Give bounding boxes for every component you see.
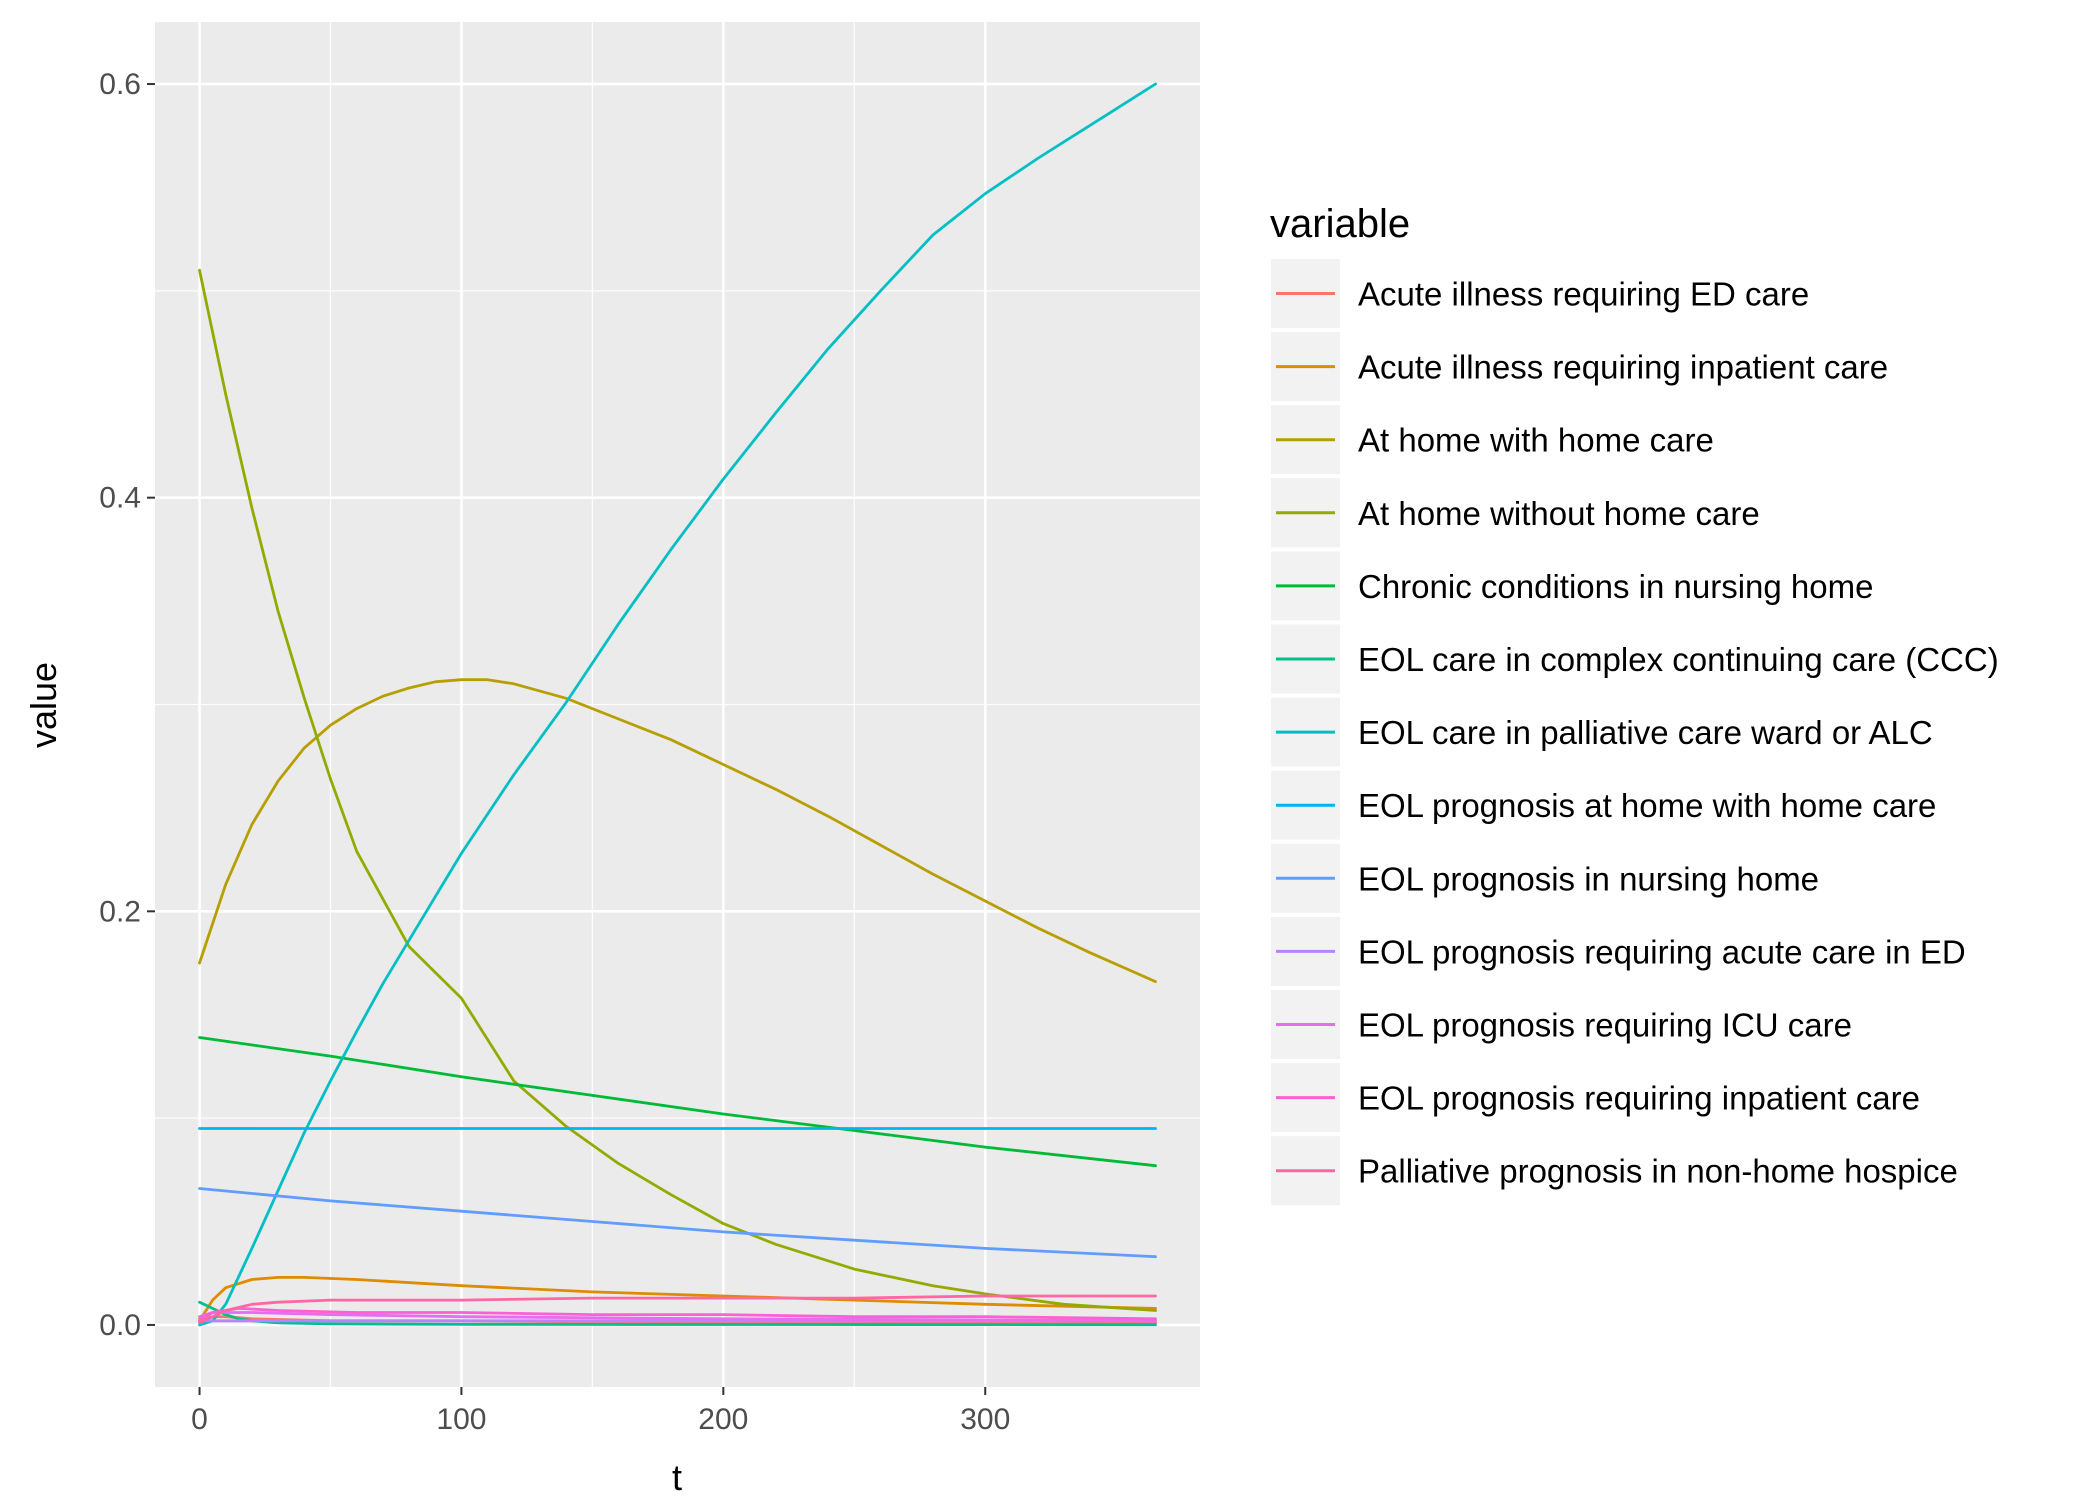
y-axis-title: value — [23, 662, 64, 748]
legend: variable Acute illness requiring ED care… — [1270, 202, 1999, 1206]
legend-item: Palliative prognosis in non-home hospice — [1271, 1136, 1958, 1206]
legend-label: EOL prognosis in nursing home — [1358, 860, 1819, 897]
legend-label: EOL care in complex continuing care (CCC… — [1358, 641, 1999, 678]
x-axis: 0 100 200 300 — [191, 1387, 1010, 1436]
legend-label: Palliative prognosis in non-home hospice — [1358, 1153, 1958, 1190]
legend-label: EOL prognosis requiring ICU care — [1358, 1007, 1852, 1044]
series-line — [198, 1036, 1157, 1168]
x-tick-label: 0 — [191, 1403, 208, 1436]
y-tick-label: 0.4 — [99, 482, 141, 515]
legend-item: Acute illness requiring ED care — [1271, 259, 1809, 328]
legend-item: EOL care in palliative care ward or ALC — [1271, 697, 1933, 767]
y-tick-label: 0.6 — [99, 68, 141, 101]
legend-item: EOL prognosis in nursing home — [1271, 843, 1819, 913]
legend-label: EOL care in palliative care ward or ALC — [1358, 714, 1933, 751]
legend-items: Acute illness requiring ED care Acute ill… — [1271, 259, 1999, 1206]
legend-item: Chronic conditions in nursing home — [1271, 551, 1873, 621]
plot-lines — [198, 82, 1157, 1327]
legend-item: EOL prognosis requiring ICU care — [1271, 990, 1852, 1059]
series-line — [198, 1294, 1157, 1325]
legend-label: Acute illness requiring inpatient care — [1358, 349, 1888, 386]
minor-gridlines — [155, 22, 1200, 1387]
legend-item: Acute illness requiring inpatient care — [1271, 332, 1888, 402]
legend-label: EOL prognosis requiring inpatient care — [1358, 1080, 1920, 1117]
y-tick-label: 0.2 — [99, 895, 141, 928]
series-line — [198, 678, 1157, 983]
legend-label: At home without home care — [1358, 495, 1760, 532]
series-line — [198, 82, 1157, 1327]
legend-item: EOL prognosis at home with home care — [1271, 770, 1936, 840]
legend-item: At home without home care — [1271, 478, 1760, 548]
series-line — [198, 1187, 1157, 1259]
legend-title: variable — [1270, 202, 1410, 246]
x-tick-label: 300 — [960, 1403, 1010, 1436]
series-line — [198, 1276, 1157, 1323]
legend-item: EOL prognosis requiring acute care in ED — [1271, 916, 1966, 986]
legend-item: At home with home care — [1271, 405, 1714, 475]
legend-label: EOL prognosis at home with home care — [1358, 787, 1936, 824]
y-axis: 0.0 0.2 0.4 0.6 — [99, 68, 155, 1342]
x-axis-title: t — [672, 1457, 682, 1498]
x-tick-label: 100 — [436, 1403, 486, 1436]
legend-label: Acute illness requiring ED care — [1358, 276, 1809, 313]
legend-label: At home with home care — [1358, 422, 1714, 459]
y-tick-label: 0.0 — [99, 1309, 141, 1342]
legend-label: Chronic conditions in nursing home — [1358, 568, 1873, 605]
legend-item: EOL care in complex continuing care (CCC… — [1271, 624, 1999, 694]
series-line — [198, 268, 1157, 1312]
legend-item: EOL prognosis requiring inpatient care — [1271, 1063, 1920, 1133]
legend-label: EOL prognosis requiring acute care in ED — [1358, 933, 1966, 970]
x-tick-label: 200 — [698, 1403, 748, 1436]
